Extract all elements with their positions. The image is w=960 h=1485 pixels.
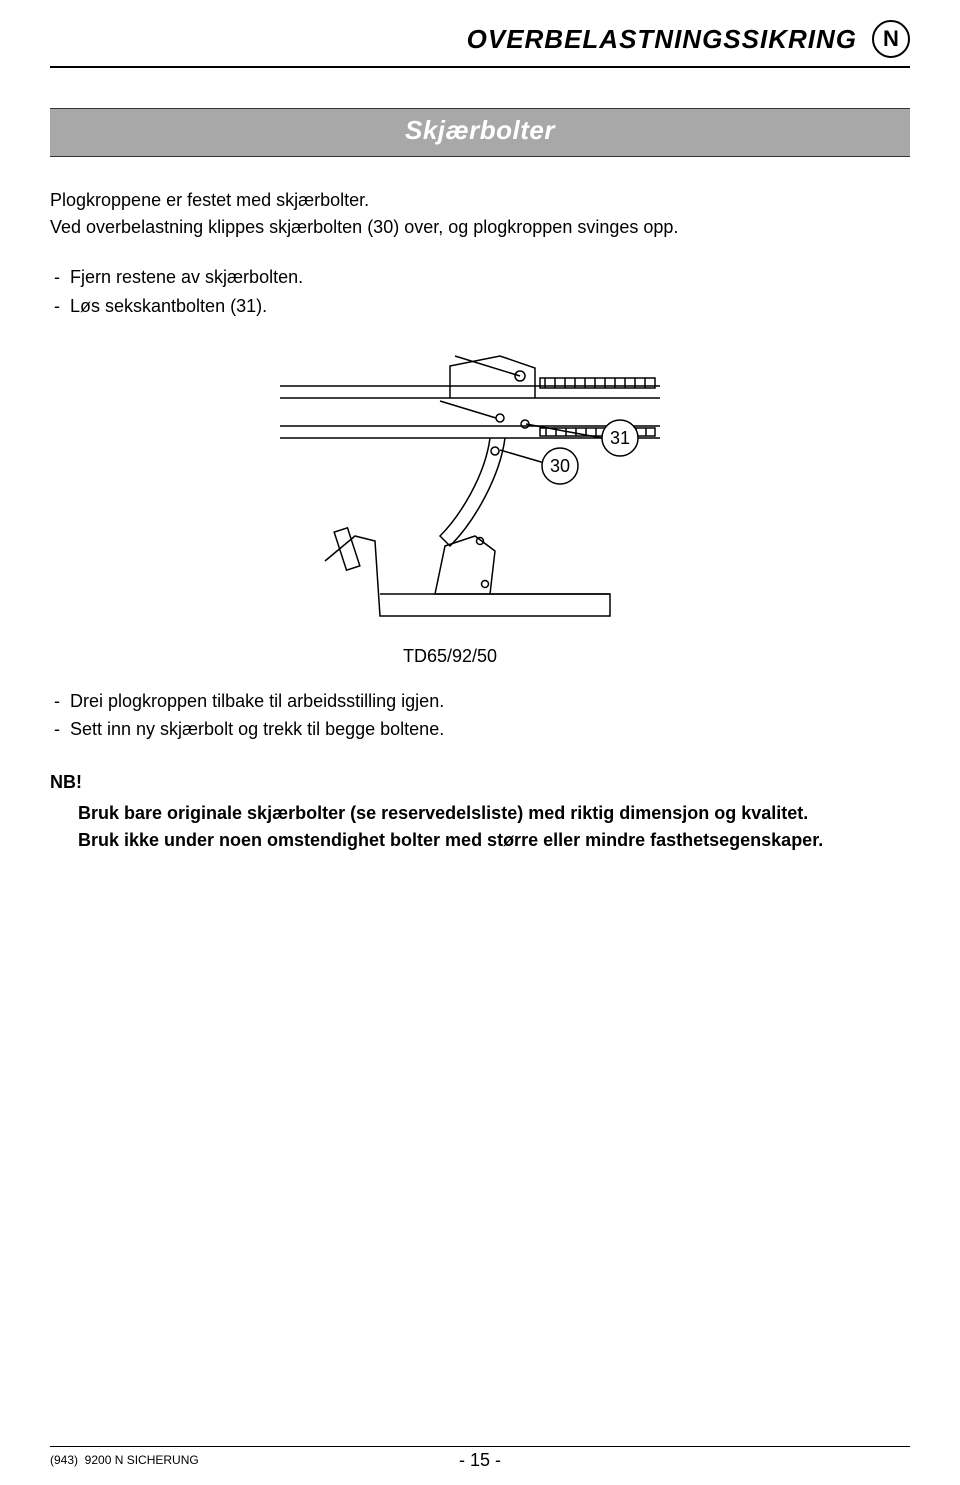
footer-left: (943) 9200 N SICHERUNG [50, 1453, 199, 1467]
step-item: - Fjern restene av skjærbolten. [50, 263, 910, 292]
diagram-container: 30 31 [50, 346, 910, 636]
step-item: - Sett inn ny skjærbolt og trekk til beg… [50, 715, 910, 744]
footer-rule [50, 1446, 910, 1447]
steps-before-diagram: - Fjern restene av skjærbolten. - Løs se… [50, 263, 910, 321]
language-badge-text: N [883, 26, 899, 52]
note-label: NB! [50, 769, 910, 796]
note-block: NB! Bruk bare originale skjærbolter (se … [50, 769, 910, 854]
section-heading-text: Skjærbolter [405, 115, 555, 145]
header-row: OVERBELASTNINGSSIKRING N [50, 20, 910, 58]
callout-30-text: 30 [550, 456, 570, 476]
plough-diagram: 30 31 [240, 346, 720, 636]
callout-31-text: 31 [610, 428, 630, 448]
page: OVERBELASTNINGSSIKRING N Skjærbolter Plo… [0, 0, 960, 1485]
language-badge: N [872, 20, 910, 58]
doc-title: OVERBELASTNINGSSIKRING [467, 24, 857, 55]
footer-page-number: - 15 - [459, 1450, 501, 1471]
step-item: - Løs sekskantbolten (31). [50, 292, 910, 321]
footer-row: (943) 9200 N SICHERUNG - 15 - [0, 1453, 960, 1467]
header-rule [50, 66, 910, 68]
callout-31: 31 [602, 420, 638, 456]
footer: (943) 9200 N SICHERUNG - 15 - [0, 1446, 960, 1467]
intro-line-2: Ved overbelastning klippes skjærbolten (… [50, 214, 910, 241]
step-item: - Drei plogkroppen tilbake til arbeidsst… [50, 687, 910, 716]
note-line-2: Bruk ikke under noen omstendighet bolter… [50, 827, 910, 854]
section-heading-bar: Skjærbolter [50, 108, 910, 157]
callout-30: 30 [542, 448, 578, 484]
note-line-1: Bruk bare originale skjærbolter (se rese… [50, 800, 910, 827]
diagram-caption: TD65/92/50 [0, 646, 910, 667]
intro-line-1: Plogkroppene er festet med skjærbolter. [50, 187, 910, 214]
intro-paragraph: Plogkroppene er festet med skjærbolter. … [50, 187, 910, 241]
steps-after-diagram: - Drei plogkroppen tilbake til arbeidsst… [50, 687, 910, 745]
